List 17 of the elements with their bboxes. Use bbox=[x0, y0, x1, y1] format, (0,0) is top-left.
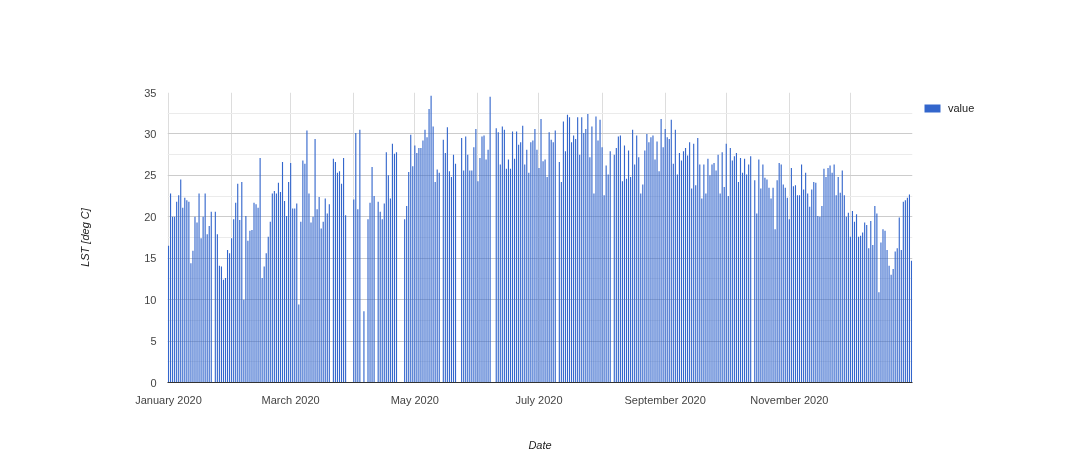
y-tick-label: 25 bbox=[144, 169, 157, 182]
x-tick-label: November 2020 bbox=[750, 393, 829, 406]
legend-label: value bbox=[948, 102, 975, 114]
x-tick-label: March 2020 bbox=[261, 393, 320, 406]
x-tick-label: May 2020 bbox=[390, 393, 439, 406]
x-tick-label: January 2020 bbox=[135, 393, 202, 406]
y-tick-label: 10 bbox=[144, 293, 157, 306]
y-tick-label: 30 bbox=[144, 127, 157, 140]
x-tick-label: September 2020 bbox=[624, 393, 706, 406]
y-tick-label: 0 bbox=[150, 376, 157, 389]
y-tick-label: 20 bbox=[144, 210, 157, 223]
x-tick-label: July 2020 bbox=[515, 393, 563, 406]
y-tick-label: 5 bbox=[150, 335, 157, 348]
y-tick-label: 15 bbox=[144, 252, 157, 265]
y-axis-title: LST [deg C] bbox=[79, 207, 92, 267]
x-axis-title: Date bbox=[528, 438, 552, 451]
y-tick-label: 35 bbox=[144, 86, 157, 99]
